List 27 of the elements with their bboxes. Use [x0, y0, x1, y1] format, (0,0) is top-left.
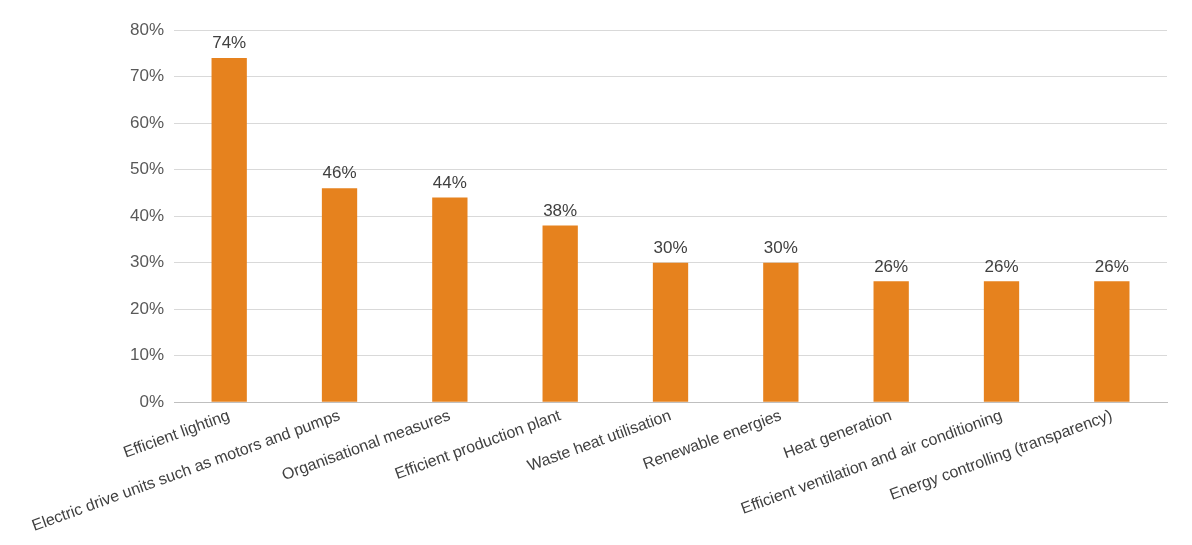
y-tick-label: 10%: [129, 345, 165, 365]
y-tick-label: 20%: [129, 298, 165, 318]
data-label: 26%: [874, 256, 909, 276]
bar: [983, 281, 1020, 402]
bar: [211, 57, 247, 402]
bar: [321, 188, 358, 402]
data-label: 74%: [212, 33, 247, 53]
y-tick-label: 50%: [129, 159, 165, 179]
y-tick-label: 60%: [129, 112, 165, 132]
bar: [873, 281, 909, 402]
y-tick-label: 40%: [129, 205, 165, 225]
data-label: 26%: [1094, 256, 1129, 276]
data-label: 46%: [322, 163, 357, 183]
y-tick-label: 30%: [129, 252, 165, 272]
bar: [763, 262, 799, 402]
data-label: 26%: [984, 256, 1019, 276]
bar: [652, 262, 689, 402]
bar: [542, 225, 578, 402]
y-tick-label: 80%: [129, 19, 165, 39]
data-label: 30%: [653, 237, 688, 257]
y-tick-label: 70%: [129, 66, 165, 86]
bar: [432, 197, 468, 402]
data-label: 44%: [432, 172, 467, 192]
y-tick-label: 0%: [139, 392, 165, 412]
data-label: 30%: [763, 237, 798, 257]
bar: [1094, 281, 1130, 402]
data-label: 38%: [543, 200, 578, 220]
